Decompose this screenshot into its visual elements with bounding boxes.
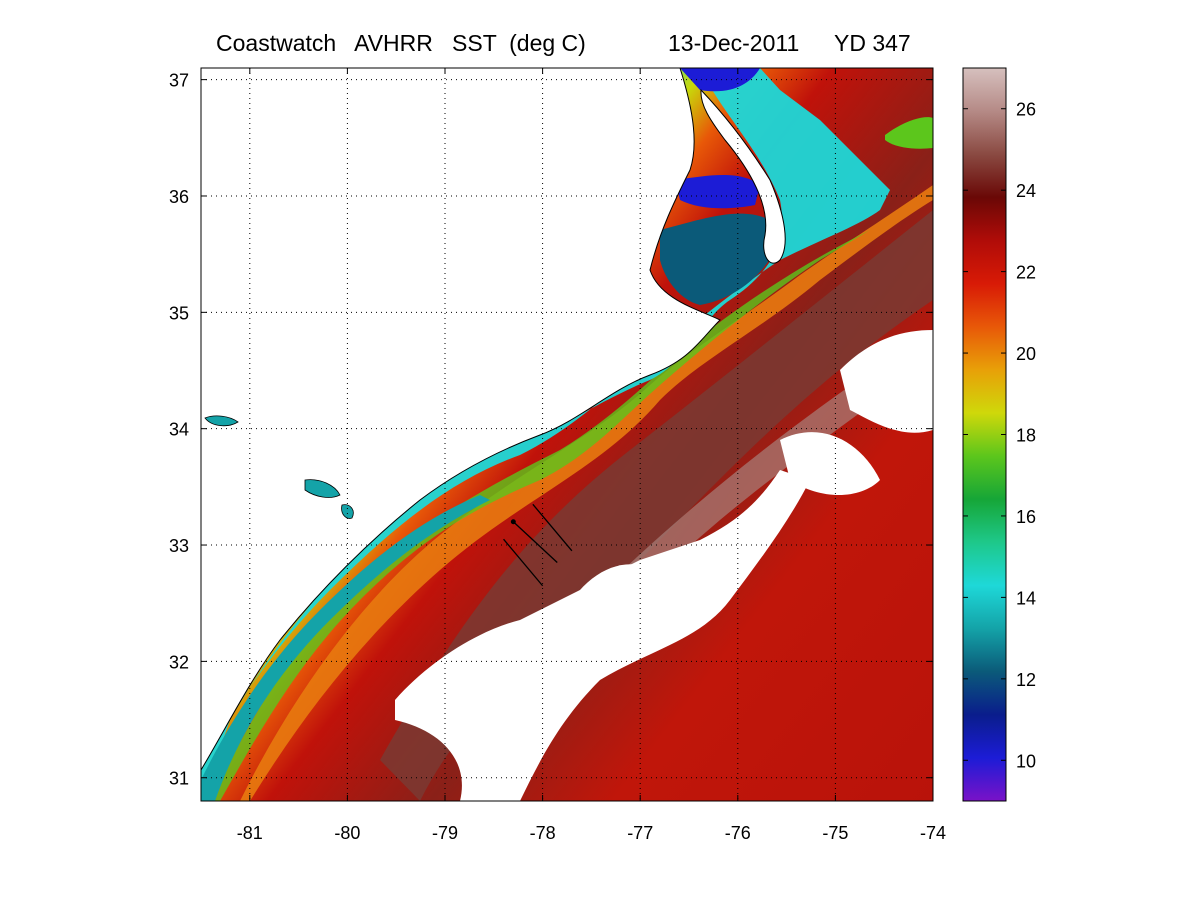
title-product: Coastwatch AVHRR SST (deg C)	[216, 30, 586, 56]
chesapeake-mouth	[680, 68, 760, 92]
lon-tick-label: -75	[822, 823, 848, 843]
lon-tick-label: -74	[920, 823, 946, 843]
lon-tick-label: -80	[334, 823, 360, 843]
lake-marion	[304, 479, 341, 498]
colorbar-tick-label: 24	[1016, 181, 1036, 201]
lon-tick-label: -79	[432, 823, 458, 843]
northern-cold-patch	[885, 117, 933, 149]
outer-banks	[700, 88, 786, 264]
cloud-mask-east-2	[780, 432, 880, 495]
lat-tick-label: 32	[169, 652, 189, 672]
latitude-ticks: 31 32 33 34 35 36 37	[169, 71, 933, 789]
lon-tick-label: -76	[725, 823, 751, 843]
title-yearday: YD 347	[834, 30, 911, 56]
colorbar-tick-label: 12	[1016, 670, 1036, 690]
transect-line	[532, 503, 573, 552]
colorbar-tick-label: 16	[1016, 507, 1036, 527]
colorbar	[962, 67, 1007, 802]
lat-tick-label: 34	[169, 420, 189, 440]
cloud-mask-south	[395, 470, 810, 801]
colorbar-tick-label: 10	[1016, 751, 1036, 771]
lat-tick-label: 36	[169, 187, 189, 207]
lon-tick-label: -77	[627, 823, 653, 843]
transect-line	[503, 538, 544, 587]
lat-tick-label: 37	[169, 71, 189, 91]
lat-tick-label: 35	[169, 303, 189, 323]
thermal-front	[240, 185, 933, 801]
lat-tick-label: 31	[169, 769, 189, 789]
transect-line	[512, 521, 558, 563]
colorbar-tick-label: 18	[1016, 426, 1036, 446]
lake-west	[204, 415, 239, 427]
colorbar-ticks: 10 12 14 16 18 20 22 24 26	[963, 100, 1036, 771]
colorbar-tick-label: 22	[1016, 263, 1036, 283]
colorbar-tick-label: 26	[1016, 100, 1036, 120]
title-date: 13-Dec-2011	[668, 30, 800, 56]
pamlico-sound	[660, 213, 775, 305]
lon-tick-label: -78	[530, 823, 556, 843]
map-frame	[200, 67, 934, 802]
colorbar-tick-label: 20	[1016, 344, 1036, 364]
albemarle-sound	[675, 175, 760, 209]
lat-tick-label: 33	[169, 536, 189, 556]
cloud-mask-center	[560, 564, 640, 650]
lake-moultrie	[341, 504, 354, 519]
colorbar-tick-label: 14	[1016, 588, 1036, 608]
coastal-cold-water	[201, 68, 890, 801]
transect-lines	[503, 503, 573, 587]
cloud-mask-east	[840, 330, 933, 433]
longitude-ticks: -81 -80 -79 -78 -77 -76 -75 -74	[237, 68, 946, 843]
land-mass	[201, 68, 721, 771]
station-marker	[510, 519, 516, 525]
map-area	[201, 68, 933, 801]
lon-tick-label: -81	[237, 823, 263, 843]
